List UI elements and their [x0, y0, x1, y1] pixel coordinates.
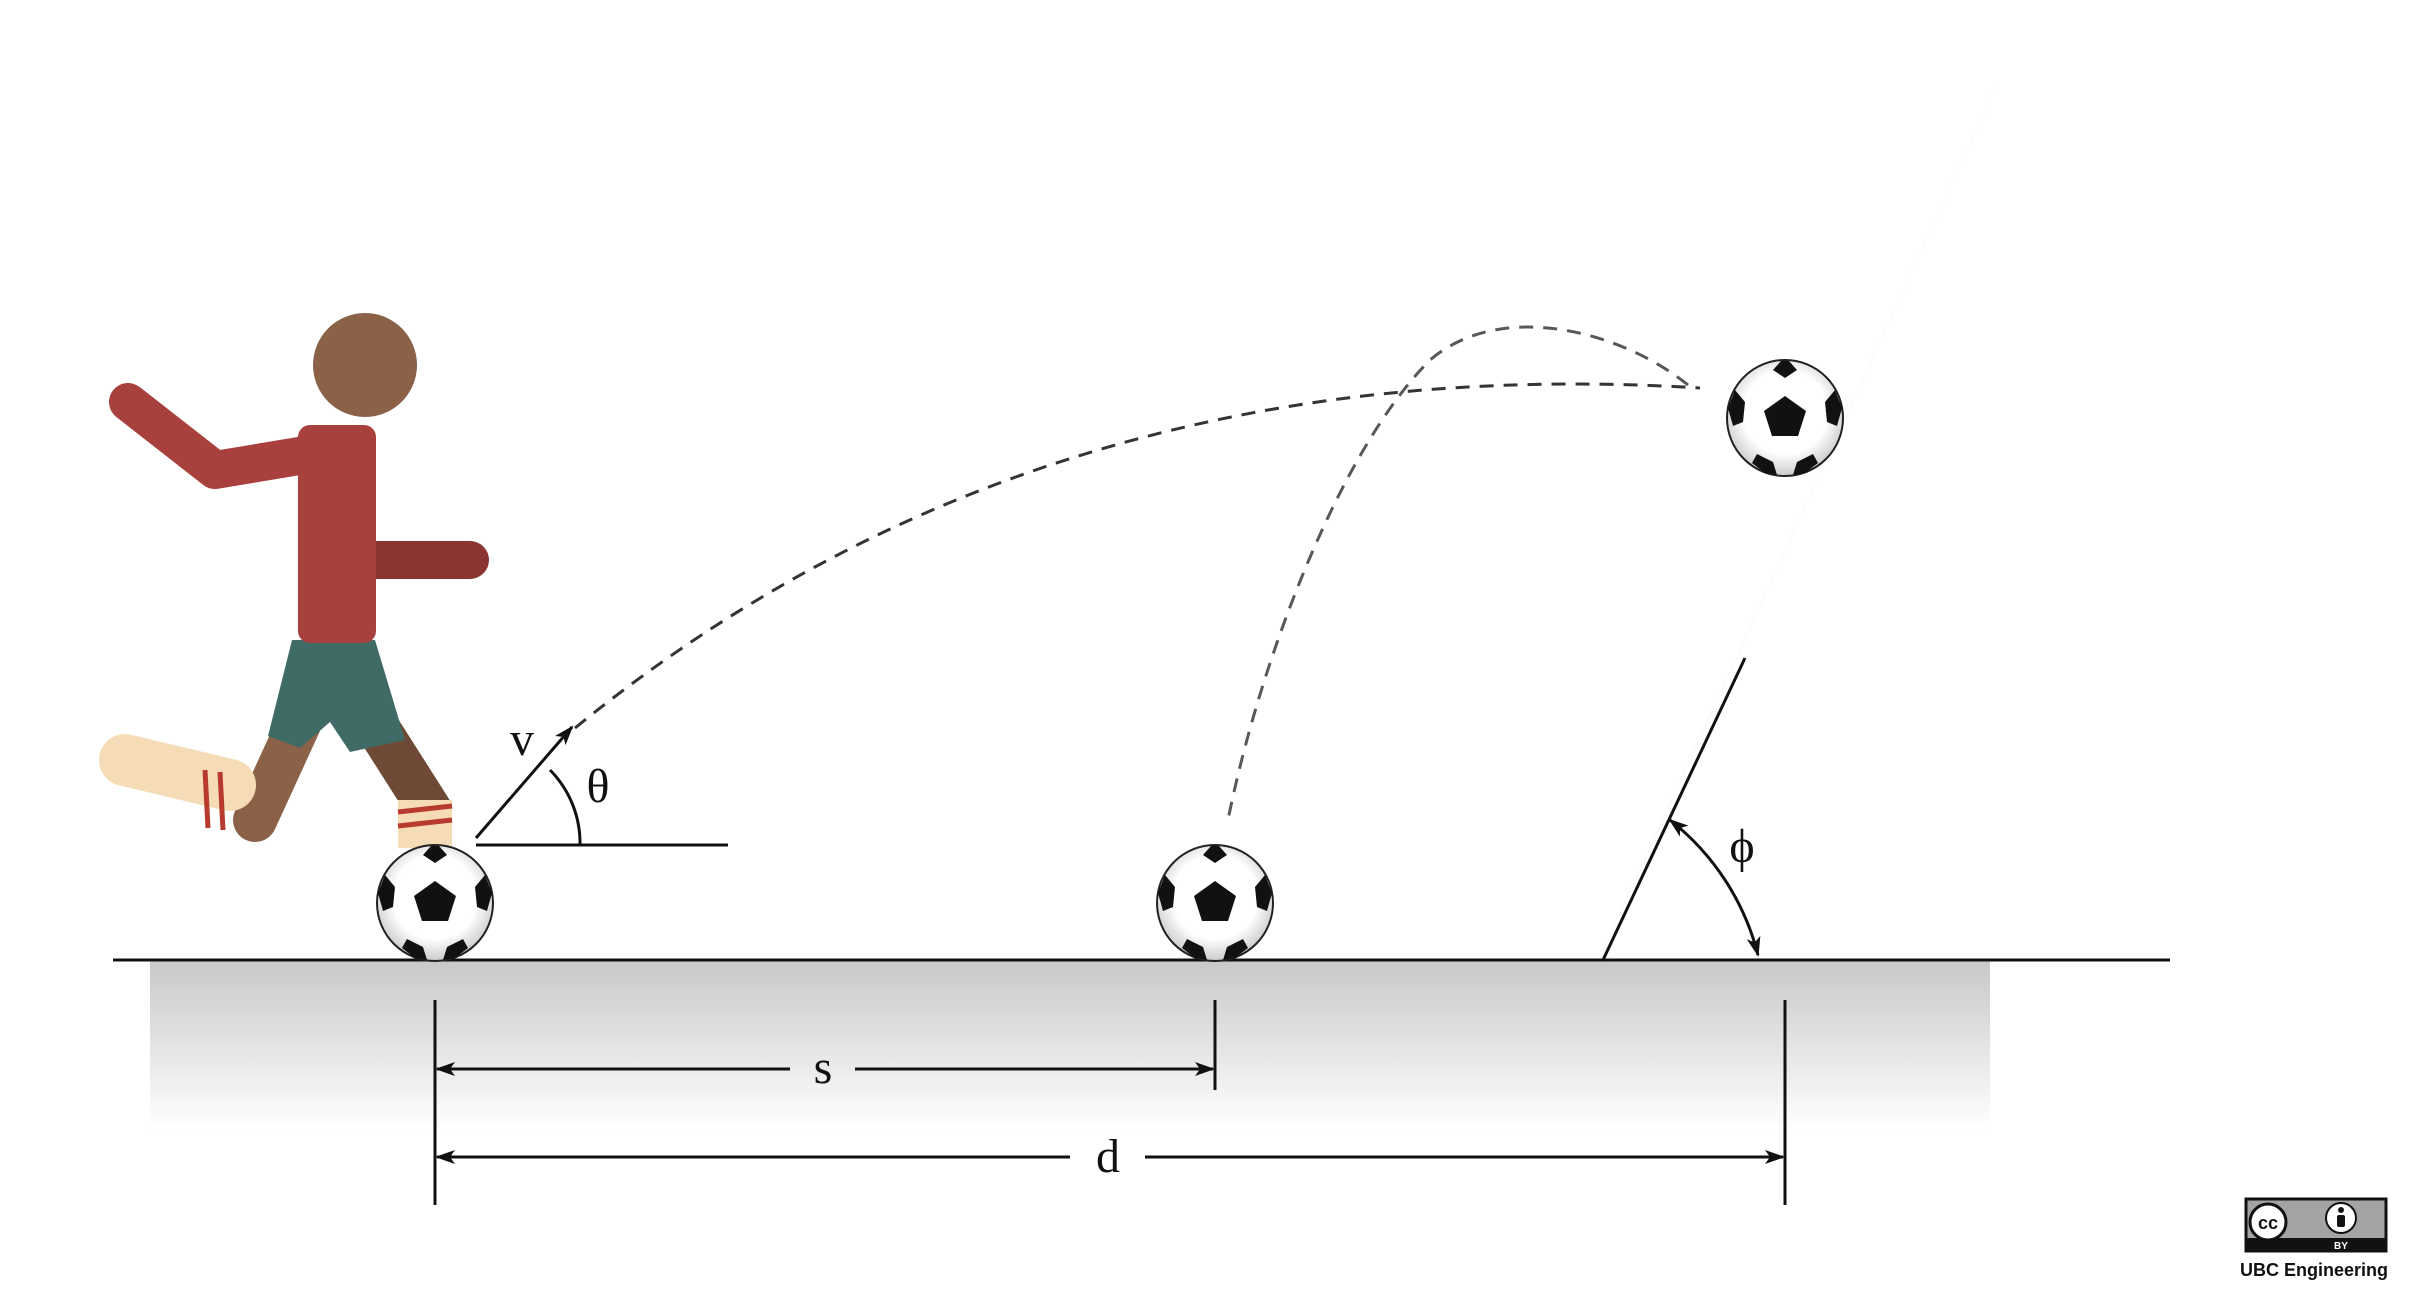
launch-angle-arc	[548, 768, 582, 846]
wall-angle-label: ϕ	[1729, 820, 1754, 873]
credit-text: UBC Engineering	[2240, 1260, 2388, 1280]
wall-angle-arc	[1668, 818, 1761, 957]
velocity-arrow	[474, 725, 574, 839]
player-head	[313, 313, 417, 417]
soccer-player	[99, 313, 489, 848]
wall-distance-label: d	[1096, 1130, 1120, 1183]
cc-icon	[2248, 1202, 2288, 1242]
ball-at-wall	[1726, 359, 1844, 477]
by-badge-text: BY	[2334, 1241, 2348, 1252]
rebound-trajectory	[1226, 325, 1689, 821]
velocity-label: v	[510, 713, 534, 766]
cc-badge-text: cc	[2258, 1213, 2278, 1233]
incoming-trajectory	[574, 382, 1701, 730]
wall-face-edge	[1601, 657, 1747, 961]
ground-shade	[150, 960, 1990, 1130]
ball-kicked	[376, 844, 494, 962]
cc-by-badge: cc BY UBC Engineering	[2240, 1197, 2388, 1280]
bounce-distance-label: s	[814, 1041, 833, 1094]
ball-landed	[1156, 844, 1274, 962]
brick-wall	[1600, 82, 2412, 961]
dimension-lines: s d	[433, 1000, 1787, 1205]
launch-angle-label: θ	[587, 760, 610, 813]
